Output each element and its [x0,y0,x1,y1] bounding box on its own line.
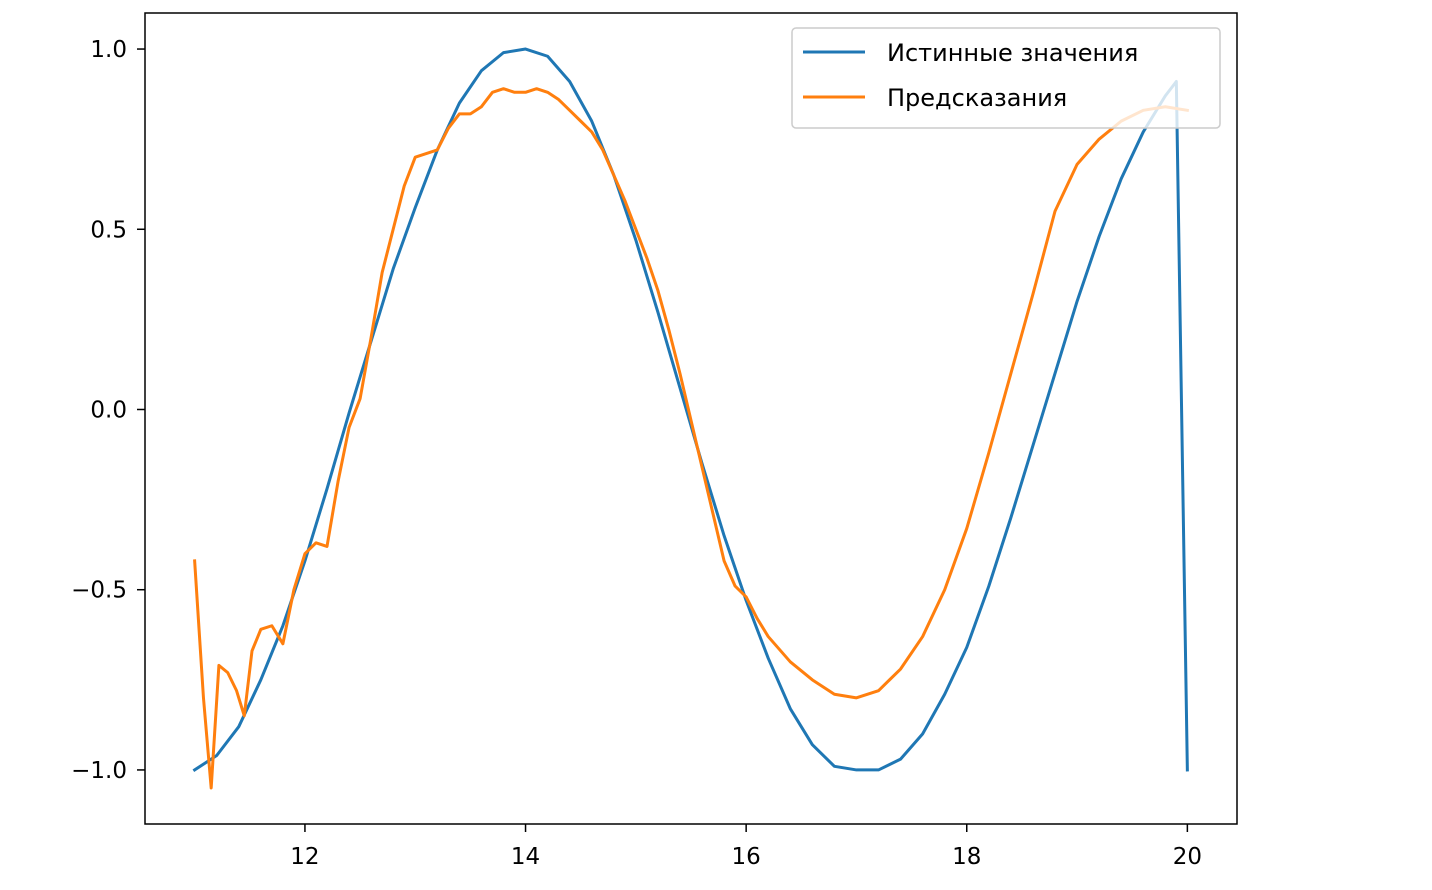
y-axis: −1.0 −0.5 0.0 0.5 1.0 [71,37,145,784]
legend: Истинные значения Предсказания [791,27,1221,129]
legend-box [791,27,1221,129]
legend-label-true-values: Истинные значения [887,39,1138,67]
y-tick-label: 0.5 [90,217,127,243]
x-tick-label: 14 [511,844,540,870]
y-tick-label: −1.0 [71,758,127,784]
plot-frame [144,12,1238,825]
x-tick-label: 12 [290,844,319,870]
series-line-predictions [193,87,1190,790]
x-tick-label: 18 [952,844,981,870]
y-tick-label: −0.5 [71,578,127,604]
y-tick-label: 1.0 [90,37,127,63]
x-tick-label: 20 [1173,844,1202,870]
x-axis: 12 14 16 18 20 [290,824,1202,870]
legend-label-predictions: Предсказания [887,84,1067,112]
series-layer [192,47,1190,790]
x-tick-label: 16 [732,844,761,870]
y-tick-label: 0.0 [90,397,127,423]
